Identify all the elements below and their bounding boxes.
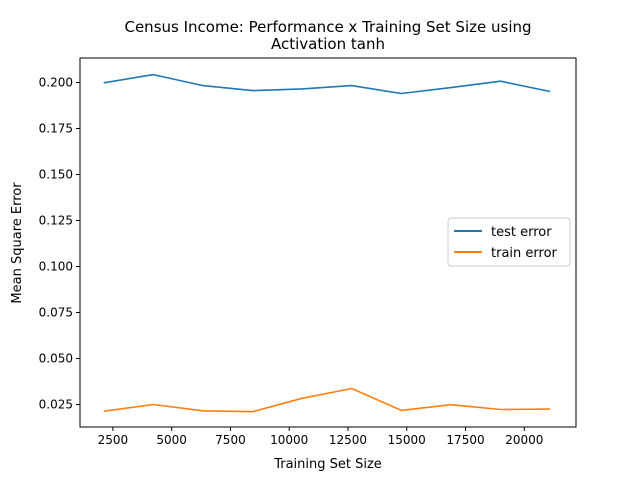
chart-title-line-1: Census Income: Performance x Training Se… [124, 18, 531, 36]
x-tick-label: 15000 [388, 433, 426, 447]
legend: test error train error [447, 217, 571, 267]
x-tick-label: 20000 [505, 433, 543, 447]
y-tick-label: 0.200 [39, 75, 73, 89]
y-tick-label: 0.025 [39, 398, 73, 412]
legend-test-error-label: test error [491, 225, 552, 240]
x-tick-label: 17500 [446, 433, 484, 447]
x-tick-label: 7500 [215, 433, 246, 447]
series-line-train-error [103, 387, 551, 413]
y-tick-label: 0.050 [39, 352, 73, 366]
x-tick-label: 10000 [270, 433, 308, 447]
y-tick-label: 0.150 [39, 167, 73, 181]
axes-frame [79, 57, 577, 428]
y-tick-label: 0.125 [39, 214, 73, 228]
x-axis-label: Training Set Size [273, 457, 382, 472]
y-axis-label: Mean Square Error [10, 182, 25, 304]
x-tick-label: 5000 [156, 433, 187, 447]
y-tick-label: 0.100 [39, 260, 73, 274]
chart-title-line-2: Activation tanh [271, 35, 385, 53]
y-tick-label: 0.175 [39, 121, 73, 135]
series-line-test-error [103, 73, 551, 95]
plot-area: 2500 5000 7500 10000 12500 15000 17500 20000 0.0… [39, 73, 551, 447]
y-tick-label: 0.075 [39, 306, 73, 320]
x-tick-label: 12500 [329, 433, 367, 447]
legend-train-error-label: train error [491, 246, 558, 261]
x-tick-label: 2500 [98, 433, 129, 447]
